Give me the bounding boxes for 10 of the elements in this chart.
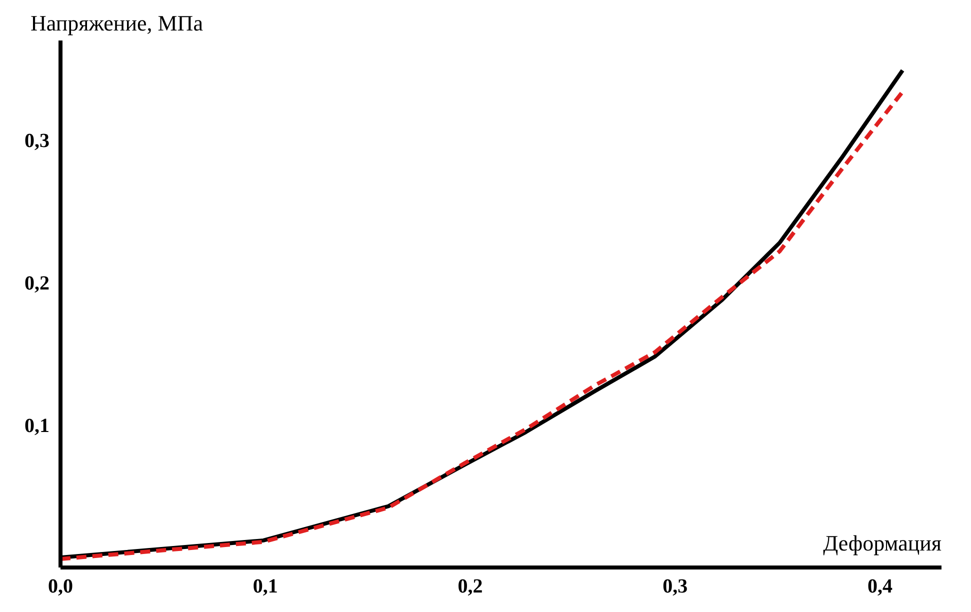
x-tick-label: 0,1: [252, 576, 278, 598]
y-tick-label: 0,3: [24, 130, 50, 152]
y-tick-label: 0,1: [24, 415, 50, 438]
y-axis-title: Напряжение, МПа: [30, 10, 204, 36]
x-tick-label: 0,0: [48, 576, 73, 598]
x-axis-title: Деформация: [823, 530, 942, 556]
x-tick-label: 0,3: [662, 576, 688, 598]
y-tick-label: 0,2: [24, 272, 50, 295]
x-tick-label: 0,4: [868, 576, 893, 598]
x-tick-label: 0,2: [458, 576, 483, 598]
